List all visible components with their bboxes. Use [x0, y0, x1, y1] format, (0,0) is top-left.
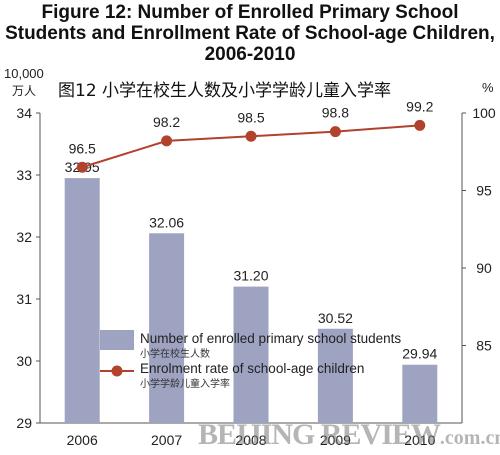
bar: [317, 328, 353, 423]
bar-data-label: 32.06: [149, 214, 184, 230]
bar: [64, 178, 100, 423]
right-axis-tick-label: 100: [472, 105, 496, 121]
watermark-suffix: .com.cn: [439, 427, 500, 449]
bar-data-label: 30.52: [318, 310, 353, 326]
line-point: [245, 130, 257, 142]
right-axis-tick-label: 85: [476, 338, 492, 354]
legend-bar-swatch: [100, 330, 134, 350]
x-axis-tick-label: 2009: [320, 432, 351, 448]
left-axis-unit-line1: 10,000: [4, 66, 44, 81]
legend-line-label: Enrolment rate of school-age children: [140, 361, 364, 376]
right-axis-unit: %: [482, 80, 494, 95]
line-data-label: 98.2: [153, 114, 180, 130]
bar-data-label: 29.94: [402, 346, 437, 362]
left-axis-tick-label: 34: [16, 105, 32, 121]
line-data-label: 98.5: [237, 109, 264, 125]
bar-data-label: 31.20: [233, 268, 268, 284]
line-data-label: 99.2: [406, 98, 433, 114]
left-axis-tick-label: 29: [16, 415, 32, 431]
left-axis-tick-label: 30: [16, 353, 32, 369]
bar: [402, 364, 438, 423]
watermark-main: BEIJING REVIEW: [198, 418, 441, 451]
legend-bar-label-chinese: 小学在校生人数: [140, 347, 210, 360]
legend-line-marker: [111, 365, 123, 377]
left-axis-unit-line2: 万人: [12, 84, 37, 98]
line-point: [414, 119, 426, 131]
line-point: [161, 135, 173, 147]
bar: [233, 286, 269, 423]
watermark: BEIJING REVIEW.com.cn: [198, 418, 500, 452]
left-axis-tick-label: 31: [16, 291, 32, 307]
left-axis-tick-label: 32: [16, 229, 32, 245]
line-data-label: 96.5: [69, 140, 96, 156]
chart-title: Figure 12: Number of Enrolled Primary Sc…: [5, 2, 495, 65]
left-axis-tick-label: 33: [16, 167, 32, 183]
x-axis-tick-label: 2010: [404, 432, 435, 448]
x-axis-tick-label: 2007: [151, 432, 182, 448]
right-axis-tick-label: 95: [476, 183, 492, 199]
line-data-label: 98.8: [322, 105, 349, 121]
bar: [149, 233, 185, 423]
line-point: [329, 126, 341, 138]
chart-title-chinese: 图12 小学在校生人数及小学学龄儿童入学率: [58, 81, 392, 101]
x-axis-tick-label: 2008: [235, 432, 266, 448]
legend-bar-label: Number of enrolled primary school studen…: [140, 331, 401, 346]
legend-line-label-chinese: 小学学龄儿童入学率: [140, 377, 230, 390]
x-axis-tick-label: 2006: [67, 432, 98, 448]
line-point: [76, 161, 88, 173]
right-axis-tick-label: 90: [476, 260, 492, 276]
